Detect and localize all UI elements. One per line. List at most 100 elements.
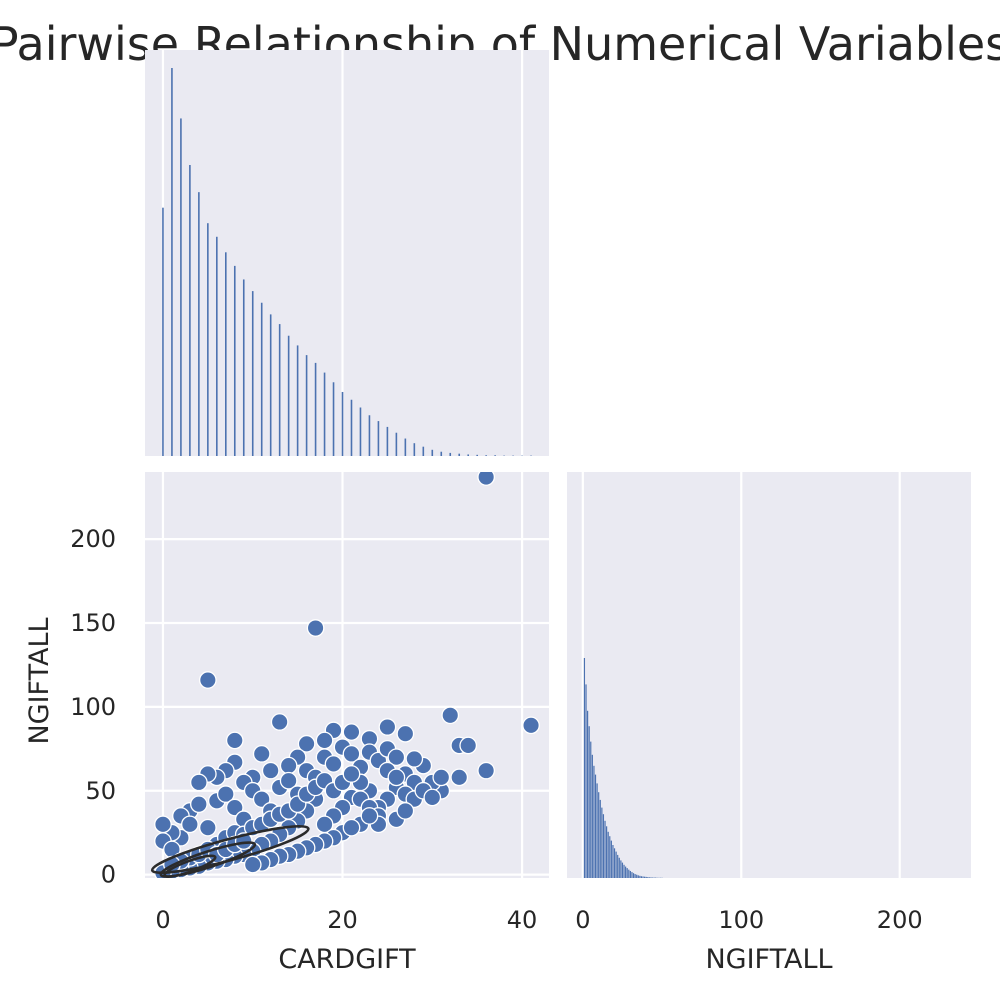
scatter-point bbox=[216, 785, 235, 803]
kde-contour-level bbox=[159, 841, 257, 878]
ngiftall-hist-bar bbox=[601, 807, 603, 878]
ngiftall-hist-bar bbox=[593, 765, 595, 878]
cardgift-hist-bar bbox=[332, 382, 335, 456]
cardgift-hist-bar bbox=[395, 432, 398, 456]
scatter-point bbox=[360, 807, 379, 825]
cardgift-hist-bar bbox=[368, 415, 371, 456]
scatter-x-axis-label: CARDGIFT bbox=[278, 944, 416, 975]
cardgift-hist-bar bbox=[341, 391, 344, 456]
ngiftall-hist-bar bbox=[636, 874, 638, 878]
scatter-point bbox=[261, 761, 280, 780]
cardgift-hist-bar bbox=[171, 68, 173, 456]
scatter-point bbox=[198, 818, 217, 837]
scatter-y-tick-label-200: 200 bbox=[70, 525, 116, 553]
cardgift-hist-bar bbox=[189, 165, 191, 456]
scatter-y-axis-label: NGIFTALL bbox=[24, 617, 55, 744]
cardgift-hist-bar bbox=[278, 324, 281, 456]
scatter-x-tick-label-20: 20 bbox=[327, 906, 358, 934]
ngiftall-hist-bar bbox=[628, 869, 630, 878]
ngiftall-hist-bar bbox=[642, 876, 644, 878]
cardgift-hist-bar bbox=[287, 335, 290, 456]
ngiftall-hist-bar bbox=[640, 876, 643, 878]
scatter-point bbox=[450, 768, 469, 787]
scatter-point bbox=[387, 768, 406, 787]
ngiftall-hist-bar bbox=[585, 684, 587, 878]
scatter-x-tick-label-0: 0 bbox=[155, 906, 170, 934]
scatter-point bbox=[297, 734, 316, 753]
ngiftall-hist-bar bbox=[621, 862, 624, 878]
kde-contour-level bbox=[163, 854, 217, 878]
cardgift-hist-bar bbox=[314, 362, 317, 456]
scatter-point bbox=[342, 765, 361, 783]
ngiftall-hist-bar bbox=[620, 860, 622, 878]
cardgift-hist-bar bbox=[494, 455, 496, 456]
scatter-point bbox=[225, 731, 244, 750]
scatter-point bbox=[225, 798, 244, 817]
ngiftall-hist-bar bbox=[626, 868, 628, 878]
cardgift-hist-bar bbox=[251, 291, 254, 456]
cardgift-hist-bar bbox=[467, 454, 469, 456]
cardgift-hist-bar bbox=[323, 372, 326, 456]
ngiftall-hist-bar bbox=[590, 741, 592, 878]
ngiftall-hist-bar bbox=[591, 754, 593, 878]
scatter-point bbox=[198, 671, 217, 689]
ngiftall-hist-bar bbox=[647, 877, 649, 878]
ngiftall-hist-bar bbox=[639, 875, 641, 878]
cardgift-hist-bar bbox=[386, 426, 389, 456]
ngiftall-hist-bar bbox=[634, 874, 636, 878]
cardgift-hist-bar bbox=[296, 345, 299, 456]
scatter-x-tick-label-40: 40 bbox=[507, 906, 538, 934]
scatter-point bbox=[378, 718, 397, 736]
scatter-y-tick-label-100: 100 bbox=[70, 693, 116, 721]
ngiftall-hist-bar bbox=[594, 774, 597, 878]
scatter-y-tick-label-150: 150 bbox=[70, 609, 116, 637]
ngiftall-hist-bar bbox=[606, 826, 608, 878]
scatter-point bbox=[306, 619, 325, 637]
scatter-point bbox=[342, 745, 361, 763]
ngiftall-hist-bar bbox=[583, 658, 586, 878]
scatter-point bbox=[190, 773, 208, 792]
ngiftall-hist-x-axis-label: NGIFTALL bbox=[705, 944, 832, 975]
scatter-point bbox=[324, 755, 343, 773]
scatter-y-tick-label-0: 0 bbox=[101, 861, 116, 889]
ngiftall-hist-bar bbox=[623, 864, 625, 878]
ngiftall-hist-bar bbox=[596, 783, 598, 878]
scatter-point bbox=[459, 736, 478, 755]
scatter-point bbox=[477, 472, 496, 486]
scatter-point bbox=[315, 731, 334, 750]
ngiftall-hist-bar bbox=[613, 848, 616, 878]
cardgift-hist-background bbox=[145, 50, 549, 456]
scatter-point bbox=[423, 788, 442, 807]
ngiftall-hist-bar bbox=[625, 866, 627, 878]
scatter-point bbox=[405, 750, 424, 768]
scatter-point bbox=[270, 713, 289, 731]
scatter-point bbox=[432, 768, 451, 787]
scatter-point bbox=[190, 795, 208, 814]
cardgift-hist-bar bbox=[440, 451, 443, 456]
cardgift-hist-bar bbox=[422, 446, 425, 456]
ngiftall-hist-bar bbox=[598, 792, 600, 878]
scatter-point bbox=[181, 815, 199, 834]
scatter-point bbox=[279, 771, 298, 790]
ngiftall-hist-bar bbox=[631, 872, 633, 878]
scatter-y-tick-label-50: 50 bbox=[85, 777, 116, 805]
scatter-point bbox=[243, 855, 262, 874]
cardgift-hist-bar bbox=[216, 236, 218, 456]
ngiftall-hist-bar bbox=[632, 873, 635, 878]
cardgift-hist-bar bbox=[269, 314, 272, 456]
ngiftall-hist-bar bbox=[602, 814, 605, 878]
ngiftall-hist-bar bbox=[586, 710, 589, 878]
ngiftall-hist-bar bbox=[607, 831, 609, 878]
scatter-point bbox=[396, 724, 415, 743]
ngiftall-hist-bar bbox=[617, 854, 619, 878]
cardgift-hist-bar bbox=[198, 192, 200, 456]
cardgift-hist-bar bbox=[485, 455, 487, 456]
ngiftall-hist-bar bbox=[645, 876, 647, 878]
cardgift-vs-ngiftall-scatter-panel: 0 20 40 0 50 100 150 200 bbox=[70, 472, 549, 934]
scatter-points-group bbox=[150, 472, 540, 878]
ngiftall-hist-bar bbox=[637, 875, 639, 878]
ngiftall-hist-bar bbox=[644, 876, 646, 878]
ngiftall-hist-x-tick-label-0: 0 bbox=[575, 906, 590, 934]
scatter-point bbox=[387, 748, 406, 767]
cardgift-hist-bar bbox=[180, 118, 182, 456]
